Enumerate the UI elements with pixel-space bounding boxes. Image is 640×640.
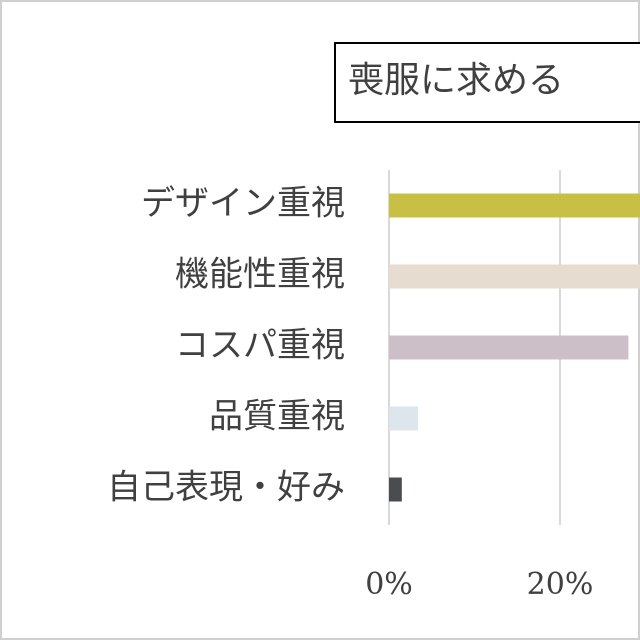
y-tick-label: 自己表現・好み: [107, 468, 345, 508]
x-tick-label: 0%: [365, 567, 413, 602]
y-tick-label: コスパ重視: [175, 326, 345, 366]
y-tick-label: 機能性重視: [175, 255, 345, 295]
bar: [389, 264, 640, 289]
y-tick-label: デザイン重視: [141, 184, 345, 224]
chart-title: 喪服に求める: [348, 60, 564, 101]
bar: [389, 406, 419, 431]
y-tick-label: 品質重視: [209, 397, 345, 437]
x-tick-label: 20%: [527, 567, 594, 602]
bar: [389, 477, 402, 502]
bar: [389, 193, 640, 218]
bar: [389, 335, 629, 360]
title-box: [334, 42, 640, 123]
